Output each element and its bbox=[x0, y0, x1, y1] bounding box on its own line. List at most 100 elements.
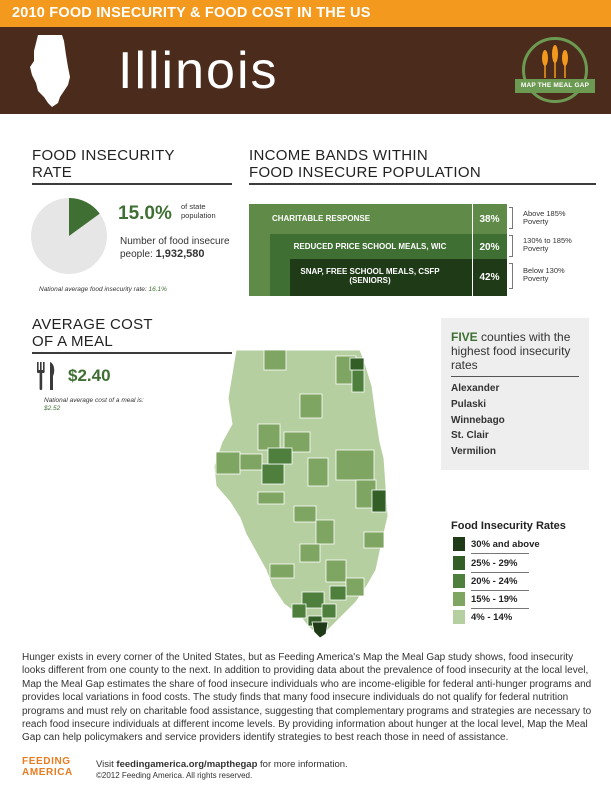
panel-divider bbox=[451, 376, 579, 377]
county bbox=[315, 519, 335, 545]
county-item: Vermilion bbox=[451, 446, 497, 457]
body-paragraph: Hunger exists in every corner of the Uni… bbox=[22, 652, 592, 744]
band-caption-charitable: Above 185% Poverty bbox=[523, 209, 566, 226]
national-rate-label: National average food insecurity rate: bbox=[39, 286, 147, 293]
county bbox=[293, 505, 317, 523]
top-counties-heading-text: counties with the highest food insecurit… bbox=[451, 330, 571, 372]
illinois-state-icon bbox=[30, 35, 70, 107]
legend-divider bbox=[471, 590, 529, 591]
band-label-charitable: CHARITABLE RESPONSE bbox=[271, 214, 371, 223]
wheat-icon bbox=[542, 45, 568, 78]
county bbox=[351, 369, 365, 393]
national-meal-cost: National average cost of a meal is: $2.5… bbox=[44, 397, 154, 413]
legend-divider bbox=[471, 572, 529, 573]
band-bracket bbox=[509, 263, 513, 289]
logo-band: MAP THE MEAL GAP bbox=[515, 79, 595, 93]
food-insecurity-title-line2: RATE bbox=[32, 164, 73, 181]
county-item: Alexander bbox=[451, 383, 500, 394]
county bbox=[299, 393, 323, 419]
legend-label: 25% - 29% bbox=[471, 558, 518, 569]
legend-swatch bbox=[453, 537, 465, 551]
county bbox=[283, 431, 311, 453]
legend-divider bbox=[471, 553, 529, 554]
visit-line: Visit feedingamerica.org/mapthegap for m… bbox=[96, 759, 348, 770]
meal-price: $2.40 bbox=[68, 366, 111, 385]
logo-circle bbox=[522, 37, 588, 103]
county bbox=[239, 453, 263, 471]
logo-word-top: FEEDING bbox=[22, 756, 71, 767]
meal-cost-title-line1: AVERAGE COST bbox=[32, 316, 153, 333]
band-label-reduced: REDUCED PRICE SCHOOL MEALS, WIC bbox=[293, 242, 447, 251]
feeding-america-logo: FEEDING AMERICA bbox=[22, 756, 73, 778]
legend-swatch bbox=[453, 574, 465, 588]
county bbox=[263, 349, 287, 371]
food-insecure-count: Number of food insecure people: 1,932,58… bbox=[120, 236, 240, 261]
county bbox=[257, 423, 281, 451]
legend-swatch bbox=[453, 556, 465, 570]
legend-label: 20% - 24% bbox=[471, 576, 518, 587]
income-bands-title: INCOME BANDS WITHIN FOOD INSECURE POPULA… bbox=[249, 147, 481, 181]
pie-slice-food-insecure bbox=[69, 198, 100, 236]
legend-divider bbox=[471, 608, 529, 609]
legend-title: Food Insecurity Rates bbox=[451, 520, 566, 532]
county bbox=[335, 449, 375, 481]
meal-cost-title-line2: OF A MEAL bbox=[32, 333, 114, 350]
county bbox=[257, 491, 285, 505]
county bbox=[311, 621, 329, 639]
top-counties-panel: FIVE counties with the highest food inse… bbox=[441, 318, 589, 470]
county bbox=[307, 457, 329, 487]
section-divider bbox=[249, 183, 596, 185]
banner-title: 2010 FOOD INSECURITY & FOOD COST IN THE … bbox=[12, 5, 371, 21]
section-divider bbox=[32, 183, 232, 185]
logo-word-bottom: AMERICA bbox=[22, 767, 73, 778]
county-item: Winnebago bbox=[451, 415, 505, 426]
county-item: Pulaski bbox=[451, 399, 487, 410]
state-name: Illinois bbox=[118, 42, 279, 100]
band-pct-charitable: 38% bbox=[479, 214, 500, 225]
copyright: ©2012 Feeding America. All rights reserv… bbox=[96, 771, 253, 780]
county bbox=[261, 463, 285, 485]
legend-swatch bbox=[453, 592, 465, 606]
band-pct-reduced: 20% bbox=[479, 242, 500, 253]
band-snap bbox=[290, 259, 507, 296]
top-banner: 2010 FOOD INSECURITY & FOOD COST IN THE … bbox=[0, 0, 611, 27]
national-average-rate: National average food insecurity rate: 1… bbox=[39, 286, 167, 293]
visit-link[interactable]: feedingamerica.org/mapthegap bbox=[116, 759, 258, 770]
top-counties-heading: FIVE counties with the highest food inse… bbox=[451, 330, 583, 372]
income-bands-title-line1: INCOME BANDS WITHIN bbox=[249, 147, 429, 164]
state-header: Illinois MAP THE MEAL GAP bbox=[0, 27, 611, 114]
county bbox=[291, 603, 307, 619]
band-bracket bbox=[509, 235, 513, 257]
county-item: St. Clair bbox=[451, 430, 489, 441]
food-insecurity-title: FOOD INSECURITY RATE bbox=[32, 147, 175, 181]
band-separator bbox=[472, 204, 473, 296]
legend-label: 15% - 19% bbox=[471, 594, 518, 605]
count-value: 1,932,580 bbox=[155, 248, 205, 260]
fork-knife-icon bbox=[37, 362, 55, 390]
visit-prefix: Visit bbox=[96, 759, 114, 770]
county bbox=[345, 577, 365, 597]
county bbox=[215, 451, 241, 475]
count-label: Number of food insecure people: bbox=[120, 236, 230, 260]
map-the-meal-gap-logo: MAP THE MEAL GAP bbox=[515, 37, 595, 107]
income-bands-title-line2: FOOD INSECURE POPULATION bbox=[249, 164, 481, 181]
logo-text: MAP THE MEAL GAP bbox=[520, 82, 590, 89]
county bbox=[267, 447, 293, 465]
county bbox=[321, 603, 337, 619]
legend-label: 4% - 14% bbox=[471, 612, 513, 623]
county bbox=[349, 357, 365, 371]
county bbox=[301, 591, 325, 609]
illinois-county-map bbox=[213, 349, 389, 639]
legend-label: 30% and above bbox=[471, 539, 540, 550]
county bbox=[299, 543, 321, 563]
county bbox=[363, 531, 385, 549]
band-label-snap: SNAP, FREE SCHOOL MEALS, CSFP (SENIORS) bbox=[300, 267, 440, 285]
food-insecurity-rate: 15.0% bbox=[118, 203, 172, 224]
county bbox=[269, 563, 295, 579]
top-counties-count: FIVE bbox=[451, 330, 478, 344]
county bbox=[371, 489, 387, 513]
food-insecurity-pie bbox=[31, 198, 107, 274]
band-pct-snap: 42% bbox=[479, 272, 500, 283]
meal-note-label: National average cost of a meal is: bbox=[44, 397, 144, 404]
band-bracket bbox=[509, 207, 513, 229]
